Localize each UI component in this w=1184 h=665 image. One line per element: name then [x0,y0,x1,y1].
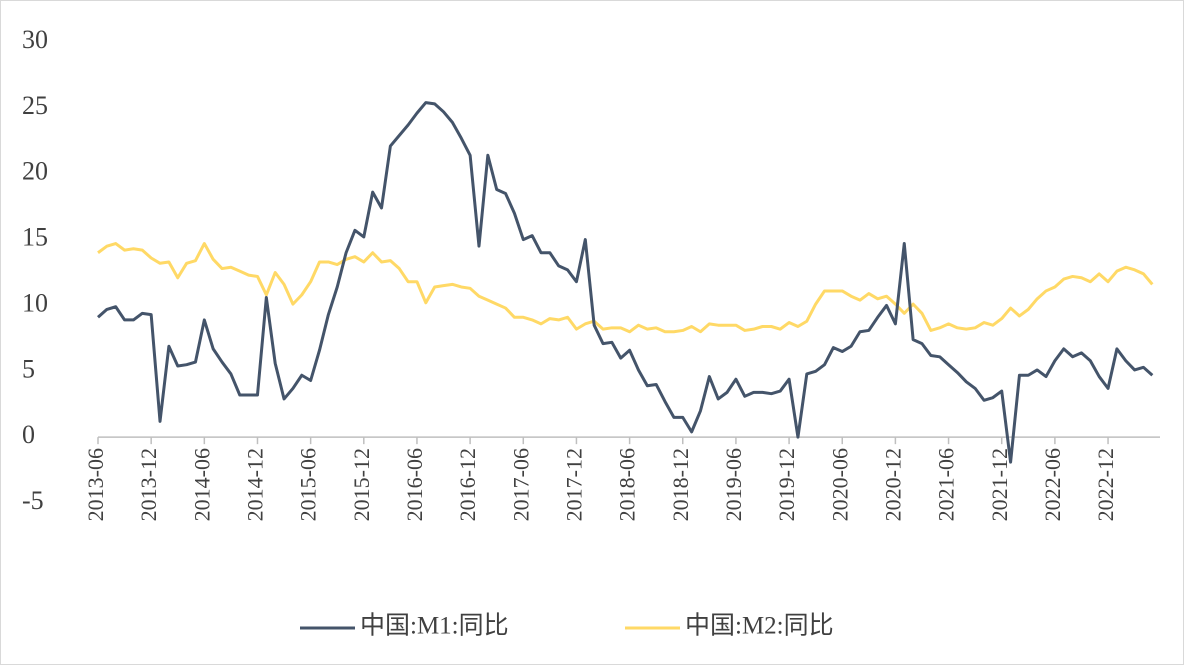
x-tick-label: 2022-12 [1093,448,1118,521]
y-tick-label: 15 [22,223,48,252]
x-tick-label: 2015-06 [296,448,321,521]
x-tick-label: 2017-06 [508,448,533,521]
x-tick-label: 2014-06 [189,448,214,521]
x-tick-label: 2018-06 [615,448,640,521]
series-line [97,101,1154,464]
y-tick-label: 5 [22,354,35,383]
y-tick-label: -5 [22,486,44,515]
y-tick-label: 0 [22,420,35,449]
x-tick-label: 2017-12 [561,448,586,521]
x-tick-label: 2021-12 [987,448,1012,521]
y-tick-label: 10 [22,288,48,317]
x-tick-label: 2020-06 [827,448,852,521]
y-tick-label: 30 [22,25,48,54]
x-tick-label: 2014-12 [243,448,268,521]
x-tick-label: 2016-12 [455,448,480,521]
y-tick-label: 25 [22,91,48,120]
x-tick-label: 2015-12 [349,448,374,521]
x-tick-label: 2019-12 [774,448,799,521]
x-tick-label: 2019-06 [721,448,746,521]
x-tick-label: 2013-12 [136,448,161,521]
x-tick-label: 2013-06 [83,448,108,521]
x-tick-label: 2021-06 [934,448,959,521]
x-tick-label: 2020-12 [880,448,905,521]
legend-label: 中国:M1:同比 [360,612,509,640]
x-tick-label: 2018-12 [668,448,693,521]
legend-label: 中国:M2:同比 [685,612,834,640]
x-tick-label: 2022-06 [1040,448,1065,521]
x-tick-label: 2016-06 [402,448,427,521]
series-line [97,242,1154,334]
y-tick-label: 20 [22,157,48,186]
